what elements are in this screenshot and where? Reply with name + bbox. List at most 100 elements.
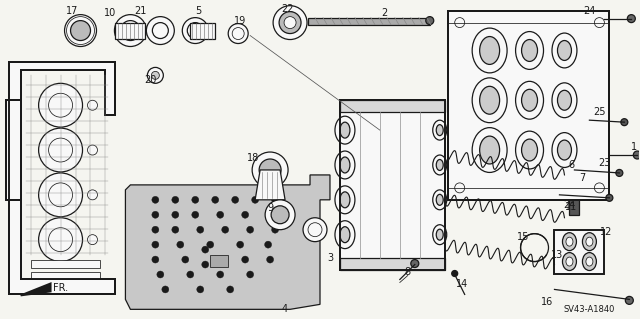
- Circle shape: [162, 286, 169, 293]
- Ellipse shape: [433, 120, 447, 140]
- Circle shape: [187, 271, 194, 278]
- Text: 4: 4: [282, 304, 288, 314]
- Circle shape: [177, 241, 184, 248]
- Text: 18: 18: [247, 153, 259, 163]
- Polygon shape: [6, 100, 20, 200]
- Circle shape: [65, 15, 97, 47]
- Ellipse shape: [552, 83, 577, 118]
- Circle shape: [49, 138, 72, 162]
- Text: 17: 17: [67, 6, 79, 16]
- Ellipse shape: [436, 194, 444, 205]
- Text: 14: 14: [456, 279, 468, 289]
- Circle shape: [152, 211, 159, 218]
- Ellipse shape: [479, 136, 500, 164]
- Circle shape: [217, 271, 224, 278]
- Circle shape: [182, 256, 189, 263]
- Ellipse shape: [552, 133, 577, 167]
- Ellipse shape: [479, 86, 500, 114]
- Circle shape: [212, 256, 219, 263]
- Circle shape: [242, 256, 249, 263]
- Circle shape: [157, 271, 164, 278]
- Circle shape: [212, 196, 219, 203]
- Polygon shape: [125, 175, 330, 309]
- Circle shape: [217, 211, 224, 218]
- Ellipse shape: [335, 151, 355, 179]
- Circle shape: [595, 18, 604, 27]
- Circle shape: [221, 226, 228, 233]
- Circle shape: [147, 17, 174, 45]
- Text: 9: 9: [267, 203, 273, 213]
- Circle shape: [452, 271, 458, 277]
- Circle shape: [202, 246, 209, 253]
- Circle shape: [621, 119, 628, 126]
- Text: 2: 2: [381, 8, 388, 18]
- Circle shape: [606, 194, 613, 201]
- Ellipse shape: [522, 89, 538, 111]
- Ellipse shape: [582, 233, 596, 251]
- Ellipse shape: [557, 140, 572, 160]
- Circle shape: [38, 218, 83, 262]
- Circle shape: [242, 211, 249, 218]
- Polygon shape: [554, 230, 604, 274]
- Ellipse shape: [436, 229, 444, 240]
- Ellipse shape: [472, 28, 507, 73]
- Circle shape: [49, 183, 72, 207]
- Circle shape: [188, 23, 204, 39]
- Ellipse shape: [586, 257, 593, 266]
- Text: 1: 1: [631, 142, 637, 152]
- Ellipse shape: [433, 155, 447, 175]
- Circle shape: [271, 206, 289, 224]
- Circle shape: [38, 128, 83, 172]
- Circle shape: [172, 211, 179, 218]
- Text: 11: 11: [565, 202, 577, 212]
- Circle shape: [88, 190, 97, 200]
- Ellipse shape: [522, 139, 538, 161]
- Bar: [31, 271, 100, 279]
- Ellipse shape: [522, 40, 538, 62]
- Polygon shape: [340, 100, 445, 270]
- Circle shape: [152, 23, 168, 39]
- Ellipse shape: [516, 81, 543, 119]
- Circle shape: [426, 17, 434, 25]
- Text: 22: 22: [281, 4, 293, 14]
- Text: 5: 5: [195, 6, 202, 16]
- Text: 3: 3: [327, 253, 333, 263]
- Circle shape: [264, 241, 271, 248]
- Circle shape: [172, 196, 179, 203]
- Circle shape: [625, 296, 634, 304]
- Text: 21: 21: [134, 6, 147, 16]
- Circle shape: [246, 271, 253, 278]
- Circle shape: [252, 152, 288, 188]
- Circle shape: [279, 12, 301, 33]
- Polygon shape: [570, 185, 579, 215]
- Circle shape: [634, 151, 640, 159]
- Text: 20: 20: [144, 75, 157, 85]
- Text: FR.: FR.: [53, 284, 68, 293]
- Ellipse shape: [436, 125, 444, 136]
- Circle shape: [172, 226, 179, 233]
- Circle shape: [265, 200, 295, 230]
- Circle shape: [152, 196, 159, 203]
- Circle shape: [147, 67, 163, 83]
- Circle shape: [152, 256, 159, 263]
- Circle shape: [237, 241, 244, 248]
- Polygon shape: [308, 18, 430, 25]
- Ellipse shape: [340, 227, 350, 243]
- Text: 12: 12: [600, 227, 612, 237]
- Circle shape: [152, 71, 159, 79]
- Ellipse shape: [582, 253, 596, 271]
- Text: 6: 6: [568, 160, 575, 170]
- Circle shape: [152, 241, 159, 248]
- Ellipse shape: [340, 192, 350, 208]
- Ellipse shape: [586, 237, 593, 246]
- Circle shape: [411, 260, 419, 268]
- Circle shape: [207, 241, 214, 248]
- Circle shape: [616, 169, 623, 176]
- Circle shape: [202, 261, 209, 268]
- Polygon shape: [115, 23, 145, 39]
- Ellipse shape: [335, 186, 355, 214]
- Polygon shape: [255, 170, 285, 200]
- Circle shape: [182, 18, 208, 43]
- Circle shape: [38, 173, 83, 217]
- Circle shape: [284, 17, 296, 29]
